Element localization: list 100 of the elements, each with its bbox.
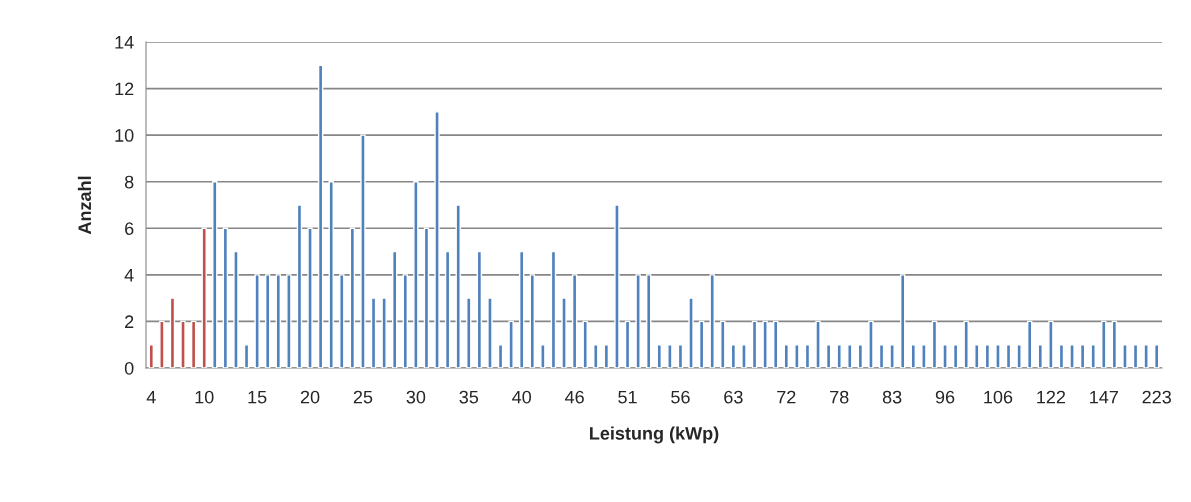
x-tick-label: 56 — [671, 390, 690, 404]
bar — [381, 297, 387, 368]
bar — [561, 297, 567, 368]
bar — [698, 320, 705, 368]
x-tick-label: 223 — [1142, 390, 1171, 404]
bar — [942, 344, 948, 368]
bar — [1079, 344, 1086, 368]
bar — [720, 320, 726, 368]
bar — [794, 344, 800, 368]
bar — [783, 344, 789, 368]
bar — [751, 320, 758, 368]
bar — [201, 227, 207, 368]
bar — [222, 227, 229, 368]
bar — [169, 297, 176, 368]
bar — [180, 320, 186, 368]
bar — [476, 250, 483, 368]
x-tick-label: 10 — [195, 390, 214, 404]
bar — [254, 274, 260, 368]
bar — [423, 227, 430, 368]
bar — [614, 204, 620, 368]
y-tick-label: 8 — [124, 175, 134, 189]
x-tick-label: 25 — [353, 390, 373, 404]
bar — [286, 274, 292, 368]
bar — [878, 344, 885, 368]
bar — [1016, 344, 1022, 368]
bar — [741, 344, 747, 368]
bar — [773, 320, 779, 368]
y-tick-label: 12 — [115, 82, 134, 96]
y-tick-label: 6 — [125, 222, 134, 236]
bar — [952, 344, 959, 368]
bar — [402, 274, 408, 368]
x-axis-title: Leistung (kWp) — [590, 426, 719, 444]
bar — [296, 204, 303, 368]
bar — [804, 344, 811, 368]
bar — [497, 344, 504, 368]
x-tick-label: 20 — [300, 390, 320, 404]
bar — [910, 344, 916, 368]
bar — [370, 297, 377, 368]
y-axis-title: Anzahl — [77, 176, 92, 235]
bar — [519, 250, 525, 368]
bar — [1037, 344, 1043, 368]
bar — [709, 274, 715, 368]
bar — [328, 181, 334, 368]
bar — [603, 344, 610, 368]
bar — [889, 344, 895, 368]
bar — [868, 320, 874, 368]
bar — [656, 344, 662, 368]
bar — [921, 344, 927, 368]
bar — [349, 227, 356, 368]
bar — [1101, 320, 1107, 368]
bar — [995, 344, 1001, 368]
y-tick-label: 10 — [115, 129, 134, 142]
bar — [857, 344, 864, 368]
bar — [825, 344, 832, 368]
bar — [434, 111, 440, 368]
bar — [1027, 320, 1033, 368]
bar — [487, 297, 493, 368]
x-tick-label: 4 — [146, 390, 156, 404]
bar — [444, 250, 451, 368]
bar — [339, 274, 345, 368]
bar — [508, 320, 514, 368]
bar — [1005, 344, 1012, 368]
bar — [307, 227, 313, 368]
bar — [1154, 344, 1160, 368]
bar — [730, 344, 737, 368]
x-tick-label: 122 — [1037, 390, 1066, 404]
bar — [466, 297, 472, 368]
bar — [984, 344, 991, 368]
x-tick-label: 30 — [406, 390, 426, 404]
bar — [646, 274, 652, 368]
bar — [540, 344, 546, 368]
y-tick-label: 14 — [115, 36, 134, 49]
bar — [900, 274, 906, 368]
x-tick-label: 15 — [248, 390, 267, 404]
bar — [275, 274, 281, 368]
bar — [1090, 344, 1096, 368]
x-tick-label: 35 — [459, 390, 479, 404]
bar — [688, 297, 694, 368]
bar — [265, 274, 271, 368]
x-tick-label: 96 — [935, 390, 955, 404]
bar — [974, 344, 980, 368]
bar — [233, 250, 239, 368]
bar — [1058, 344, 1065, 368]
bar — [317, 64, 324, 368]
bar — [159, 320, 165, 368]
bar — [360, 134, 366, 368]
bar — [1132, 344, 1139, 368]
bar — [667, 344, 673, 368]
x-tick-label: 83 — [882, 390, 902, 404]
x-tick-label: 72 — [777, 390, 796, 404]
bar — [1111, 320, 1118, 368]
bar — [624, 320, 631, 368]
bar — [413, 181, 419, 368]
x-tick-label: 46 — [565, 390, 584, 404]
x-tick-label: 51 — [618, 390, 637, 404]
x-tick-label: 63 — [724, 390, 743, 404]
bar — [212, 181, 218, 368]
bar — [635, 274, 641, 368]
bar — [571, 274, 578, 368]
x-tick-label: 147 — [1090, 390, 1118, 404]
